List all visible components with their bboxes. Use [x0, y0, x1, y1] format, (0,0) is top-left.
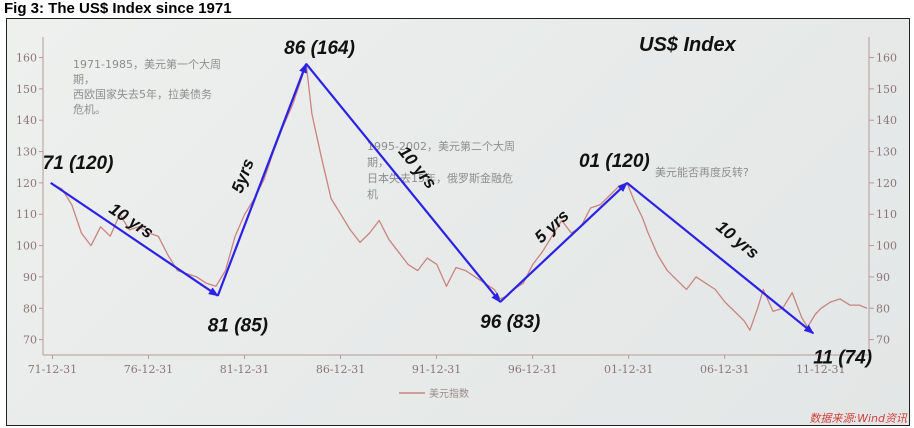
y-tick-label-right: 140 — [876, 114, 897, 127]
trend-arrow-1 — [50, 181, 219, 297]
point-label-3: 86 (164) — [284, 38, 355, 59]
y-tick-label-right: 120 — [876, 177, 897, 190]
note-1-line: 西欧国家失去5年，拉美债务 — [73, 87, 212, 101]
x-tick-label: 06-12-31 — [700, 363, 749, 376]
period-label-1: 10 yrs — [106, 199, 157, 242]
trend-arrow-2 — [216, 62, 308, 297]
x-tick-label: 01-12-31 — [604, 363, 653, 376]
y-tick-label-left: 160 — [16, 52, 37, 65]
y-tick-label-left: 140 — [16, 114, 37, 127]
point-label-4: 96 (83) — [480, 312, 540, 333]
x-tick-label: 76-12-31 — [124, 363, 173, 376]
annotation-labels: 71 (120) 81 (85) 86 (164) 96 (83) 01 (120) 11… — [43, 38, 872, 369]
y-tick-label-left: 90 — [23, 271, 37, 284]
series-line-dollar-index — [50, 63, 868, 331]
data-source: 数据来源:Wind资讯 — [809, 412, 908, 425]
y-tick-label-left: 70 — [23, 334, 37, 347]
period-label-2: 5yrs — [228, 156, 258, 195]
trend-arrow-5 — [626, 182, 815, 335]
y-tick-label-right: 70 — [876, 334, 890, 347]
x-tick-label: 86-12-31 — [316, 363, 365, 376]
chart-photo: 70 70 80 80 90 90 100 100 110 110 120 120 130 130 140 1… — [6, 18, 910, 426]
note-2-line: 日本失去15年，俄罗斯金融危 — [367, 171, 513, 185]
y-tick-label-left: 130 — [16, 146, 37, 159]
note-1-line: 期， — [73, 73, 95, 86]
legend: 美元指数 — [399, 387, 469, 400]
trend-arrow-4 — [499, 182, 628, 303]
y-tick-label-right: 150 — [876, 83, 897, 96]
x-tick-label: 71-12-31 — [28, 363, 77, 376]
note-3: 美元能否再度反转? — [655, 165, 749, 179]
point-label-1: 71 (120) — [43, 153, 114, 174]
y-tick-label-left: 110 — [16, 208, 37, 221]
trend-arrow-3 — [305, 63, 502, 303]
x-tick-label: 96-12-31 — [508, 363, 557, 376]
y-tick-label-right: 110 — [876, 208, 897, 221]
point-label-2: 81 (85) — [208, 316, 268, 337]
chart-title: US$ Index — [639, 34, 737, 56]
figure-caption: Fig 3: The US$ Index since 1971 — [4, 0, 232, 17]
note-1-line: 危机。 — [73, 102, 106, 116]
point-label-5: 01 (120) — [579, 151, 650, 172]
period-label-5: 10 yrs — [712, 217, 762, 263]
note-2-line: 1995-2002，美元第二个大周 — [367, 139, 515, 153]
series-layer — [50, 63, 868, 331]
y-tick-label-right: 160 — [876, 52, 897, 65]
point-label-6: 11 (74) — [813, 347, 872, 368]
x-tick-label: 91-12-31 — [412, 363, 461, 376]
legend-label: 美元指数 — [429, 387, 469, 400]
y-tick-label-left: 150 — [16, 83, 37, 96]
us-dollar-index-chart: 70 70 80 80 90 90 100 100 110 110 120 120 130 130 140 1… — [16, 34, 908, 425]
x-tick-label: 81-12-31 — [220, 363, 269, 376]
y-tick-label-right: 130 — [876, 146, 897, 159]
note-2-line: 机 — [367, 187, 378, 201]
y-tick-label-right: 100 — [876, 240, 897, 253]
y-tick-label-right: 90 — [876, 271, 890, 284]
note-1-line: 1971-1985，美元第一个大周 — [73, 57, 221, 71]
y-tick-label-right: 80 — [876, 302, 890, 315]
y-tick-label-left: 120 — [16, 177, 37, 190]
x-tick-label: 11-12-31 — [796, 363, 845, 376]
axes: 70 70 80 80 90 90 100 100 110 110 120 120 130 130 140 1… — [16, 37, 897, 376]
y-tick-label-left: 80 — [23, 302, 37, 315]
y-tick-label-left: 100 — [16, 240, 37, 253]
